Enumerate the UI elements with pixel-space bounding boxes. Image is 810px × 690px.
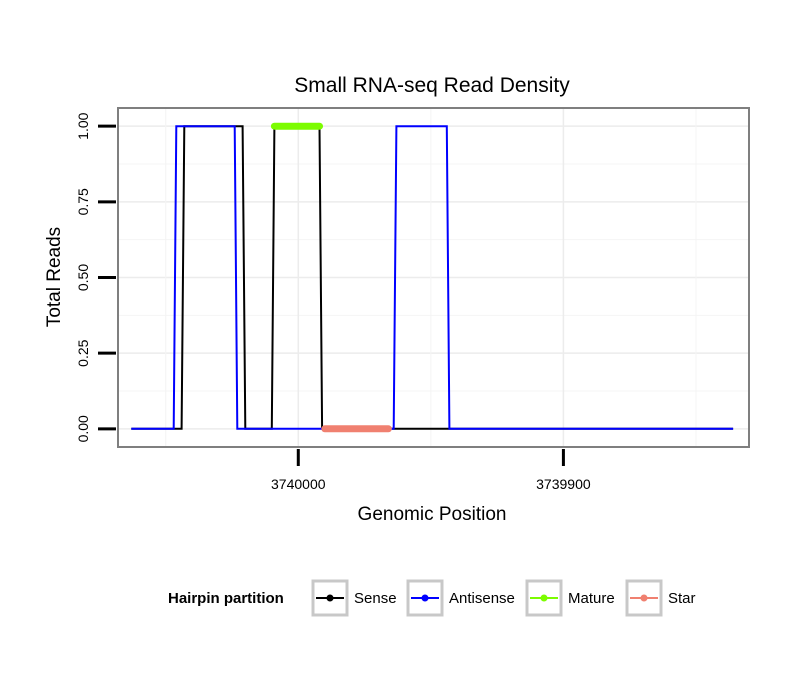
- legend-key-dot: [326, 594, 334, 602]
- chart-title: Small RNA-seq Read Density: [294, 74, 570, 97]
- legend-item-star: Star: [625, 579, 696, 617]
- legend: Hairpin partition Sense Antisense Mature St…: [168, 579, 696, 617]
- y-tick-label: 0.25: [75, 339, 91, 366]
- x-axis-label: Genomic Position: [358, 504, 507, 525]
- y-tick-label: 0.00: [75, 415, 91, 442]
- x-axis: 3740000 3739900: [271, 449, 591, 492]
- series-layer: [131, 122, 734, 433]
- series-antisense-line: [131, 125, 734, 430]
- legend-key-dot: [640, 594, 648, 602]
- legend-key-box: [525, 579, 563, 617]
- legend-item-sense: Sense: [311, 579, 397, 617]
- y-axis-label: Total Reads: [44, 227, 65, 327]
- legend-title: Hairpin partition: [168, 590, 284, 607]
- legend-item-label: Mature: [568, 590, 615, 607]
- legend-item-antisense: Antisense: [406, 579, 515, 617]
- y-axis: 0.00 0.25 0.50 0.75 1.00: [75, 112, 116, 442]
- x-tick-label: 3739900: [536, 476, 591, 492]
- y-tick-label: 0.50: [75, 264, 91, 291]
- x-tick-label: 3740000: [271, 476, 326, 492]
- legend-item-mature: Mature: [525, 579, 615, 617]
- legend-key-dot: [540, 594, 548, 602]
- legend-item-label: Antisense: [449, 590, 515, 607]
- legend-item-label: Sense: [354, 590, 397, 607]
- legend-item-label: Star: [668, 590, 696, 607]
- legend-key-dot: [421, 594, 429, 602]
- y-tick-label: 1.00: [75, 112, 91, 139]
- y-tick-label: 0.75: [75, 188, 91, 215]
- legend-entries: Sense Antisense Mature Star: [311, 579, 696, 617]
